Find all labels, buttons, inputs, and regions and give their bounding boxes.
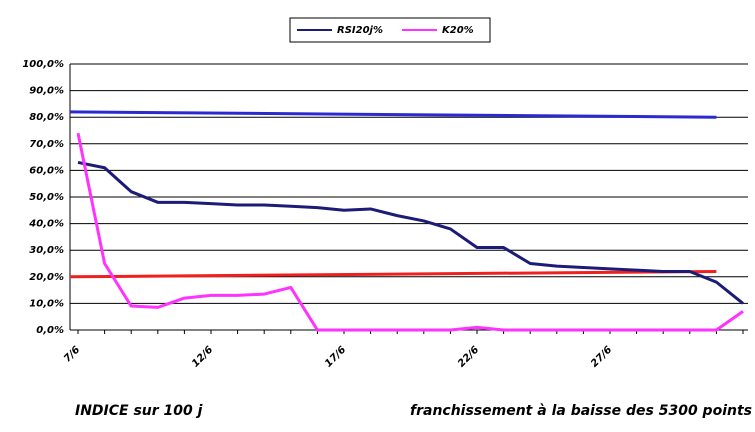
x-tick-label: 7/6 — [62, 344, 82, 364]
y-tick-label: 70,0% — [29, 139, 64, 150]
y-tick-label: 40,0% — [28, 219, 64, 230]
annotation: franchissement à la baisse des 5300 poin… — [410, 403, 752, 419]
x-tick-label: 22/6 — [456, 344, 481, 369]
y-tick-label: 0,0% — [36, 325, 64, 336]
legend-label: K20% — [442, 25, 474, 36]
trend-line — [69, 269, 717, 279]
y-tick-label: 30,0% — [29, 245, 64, 256]
x-tick-label: 12/6 — [190, 344, 215, 369]
x-tick-label: 17/6 — [323, 344, 348, 369]
y-tick-label: 90,0% — [29, 86, 64, 97]
legend-label: RSI20j% — [337, 25, 383, 36]
series-line — [77, 160, 744, 305]
y-tick-label: 50,0% — [29, 192, 64, 203]
trend-line — [69, 110, 717, 119]
x-tick-label: 27/6 — [589, 344, 614, 369]
annotation: INDICE sur 100 j — [75, 403, 203, 419]
y-tick-label: 100,0% — [22, 59, 64, 70]
y-tick-label: 20,0% — [29, 272, 64, 283]
y-tick-label: 60,0% — [29, 165, 64, 176]
series-line — [76, 132, 744, 332]
y-tick-label: 10,0% — [29, 298, 64, 309]
y-tick-label: 80,0% — [29, 112, 64, 123]
